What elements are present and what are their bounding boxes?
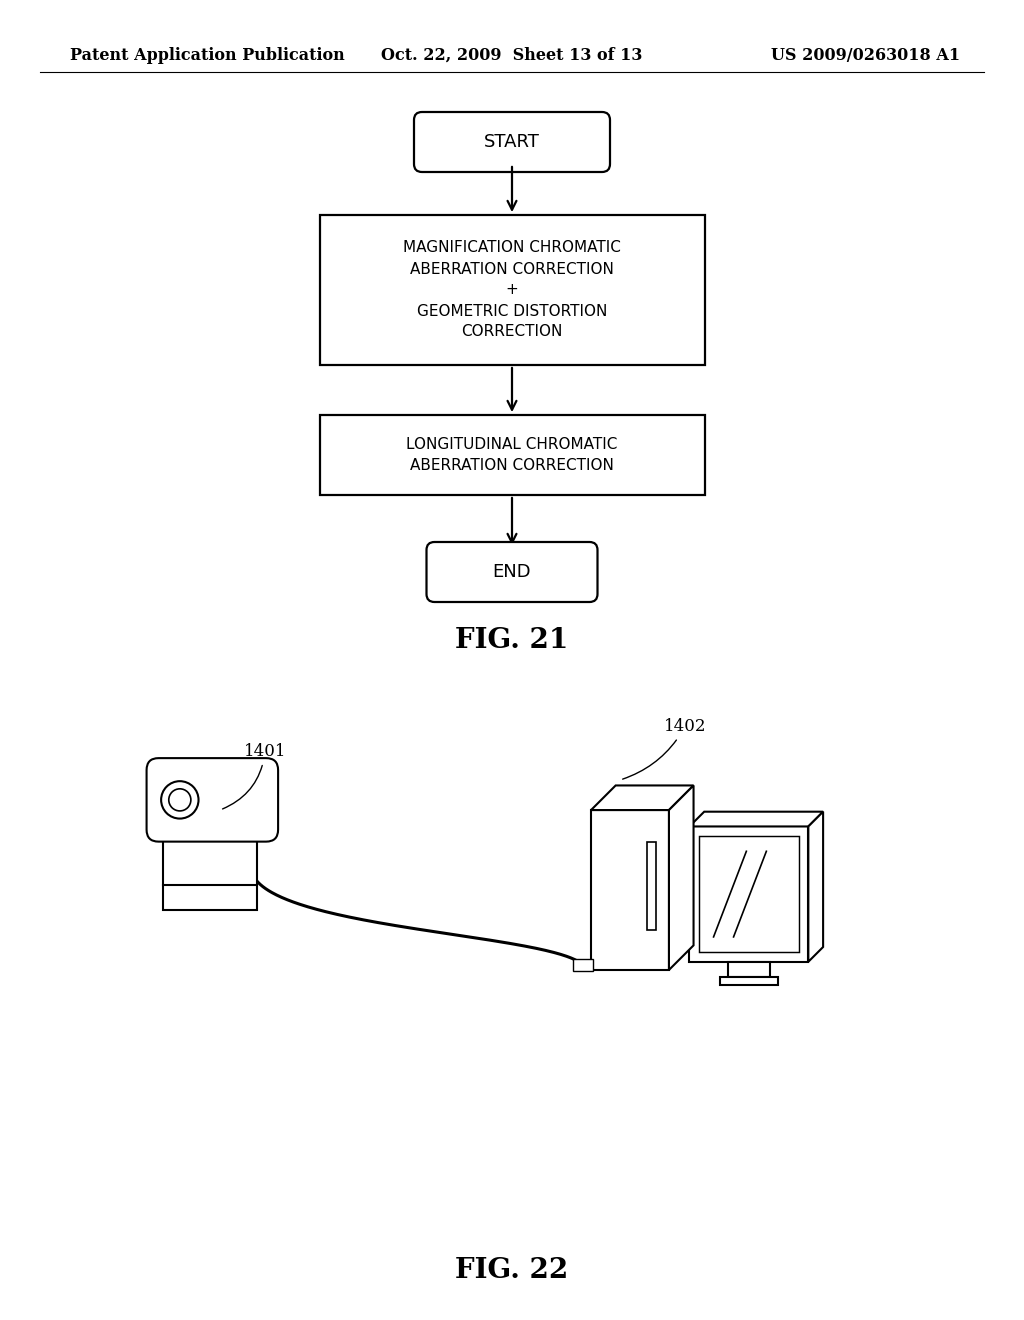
Text: 1402: 1402 — [623, 718, 707, 779]
Text: 1401: 1401 — [222, 743, 287, 809]
Bar — [591, 810, 669, 970]
Text: LONGITUDINAL CHROMATIC
ABERRATION CORRECTION: LONGITUDINAL CHROMATIC ABERRATION CORREC… — [407, 437, 617, 473]
Bar — [699, 837, 799, 952]
Bar — [689, 826, 808, 962]
Polygon shape — [669, 785, 693, 970]
Bar — [319, 215, 705, 366]
Text: FIG. 22: FIG. 22 — [456, 1257, 568, 1283]
Text: US 2009/0263018 A1: US 2009/0263018 A1 — [771, 46, 961, 63]
Text: Oct. 22, 2009  Sheet 13 of 13: Oct. 22, 2009 Sheet 13 of 13 — [381, 46, 643, 63]
Polygon shape — [808, 812, 823, 962]
Bar — [728, 962, 770, 977]
Bar — [163, 830, 257, 911]
Bar — [647, 842, 656, 931]
Text: START: START — [484, 133, 540, 150]
FancyBboxPatch shape — [427, 543, 597, 602]
Bar — [573, 960, 593, 972]
Bar — [720, 977, 778, 985]
Polygon shape — [689, 812, 823, 826]
FancyBboxPatch shape — [414, 112, 610, 172]
Text: MAGNIFICATION CHROMATIC
ABERRATION CORRECTION
+
GEOMETRIC DISTORTION
CORRECTION: MAGNIFICATION CHROMATIC ABERRATION CORRE… — [403, 240, 621, 339]
FancyBboxPatch shape — [146, 758, 279, 842]
Text: Patent Application Publication: Patent Application Publication — [70, 46, 345, 63]
Text: END: END — [493, 564, 531, 581]
Text: FIG. 21: FIG. 21 — [456, 627, 568, 653]
Polygon shape — [591, 785, 693, 810]
Bar — [319, 414, 705, 495]
